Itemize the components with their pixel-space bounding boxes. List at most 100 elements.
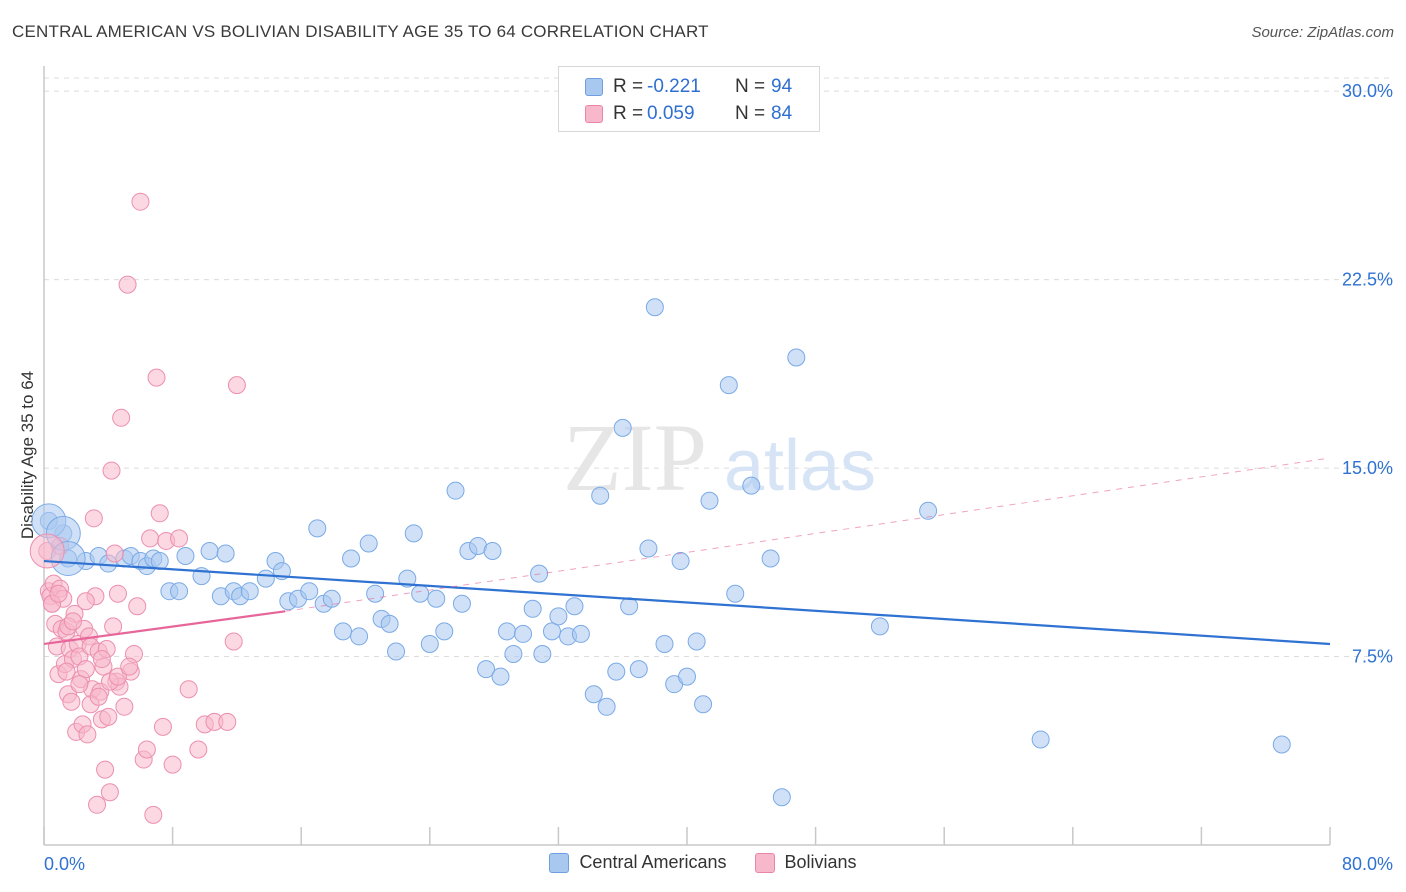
point-bolivians xyxy=(105,544,124,563)
point-bolivians xyxy=(99,707,118,726)
point-bolivians xyxy=(84,509,103,528)
series-legend-central-americans[interactable]: Central Americans xyxy=(549,852,727,873)
legend-n-value: 84 xyxy=(771,103,793,124)
y-tick-label: 7.5% xyxy=(1352,647,1393,667)
legend-n-value: 94 xyxy=(771,76,793,97)
point-central-americans xyxy=(308,519,327,538)
point-bolivians xyxy=(63,612,82,631)
legend-r-label: R = xyxy=(613,103,644,124)
point-central-americans xyxy=(240,582,259,601)
y-tick-label: 22.5% xyxy=(1342,270,1393,290)
point-bolivians xyxy=(78,725,97,744)
point-bolivians xyxy=(76,592,95,611)
point-central-americans xyxy=(420,634,439,653)
point-central-americans xyxy=(591,486,610,505)
point-bolivians xyxy=(224,632,243,651)
series-label-bolivians: Bolivians xyxy=(784,852,857,872)
legend-row-central-americans: R = -0.221 N = 94 xyxy=(585,75,792,99)
point-central-americans xyxy=(300,582,319,601)
point-bolivians xyxy=(218,712,237,731)
point-central-americans xyxy=(761,549,780,568)
point-central-americans xyxy=(150,552,169,571)
point-central-americans xyxy=(919,501,938,520)
point-central-americans xyxy=(671,552,690,571)
point-bolivians xyxy=(147,368,166,387)
point-central-americans xyxy=(687,632,706,651)
point-bolivians xyxy=(189,740,208,759)
legend-swatch-bolivians xyxy=(585,105,603,123)
point-bolivians xyxy=(179,680,198,699)
point-central-americans xyxy=(772,788,791,807)
point-bolivians xyxy=(102,461,121,480)
point-bolivians xyxy=(49,584,68,603)
point-bolivians xyxy=(120,657,139,676)
point-bolivians xyxy=(70,675,89,694)
source-label: Source: ZipAtlas.com xyxy=(1251,24,1394,41)
point-central-americans xyxy=(645,298,664,317)
point-bolivians xyxy=(131,192,150,211)
point-bolivians xyxy=(141,529,160,548)
point-central-americans xyxy=(491,667,510,686)
legend-r-value: 0.059 xyxy=(647,103,695,124)
point-central-americans xyxy=(411,584,430,603)
series-label-central-americans: Central Americans xyxy=(579,852,727,872)
watermark-atlas: atlas xyxy=(724,426,876,506)
point-bolivians xyxy=(170,529,189,548)
point-central-americans xyxy=(607,662,626,681)
point-central-americans xyxy=(342,549,361,568)
point-central-americans xyxy=(542,622,561,641)
y-tick-label: 30.0% xyxy=(1342,81,1393,101)
point-bolivians xyxy=(108,584,127,603)
point-central-americans xyxy=(597,697,616,716)
y-tick-label: 15.0% xyxy=(1342,458,1393,478)
x-tick-label-min: 0.0% xyxy=(44,854,85,874)
point-bolivians xyxy=(118,275,137,294)
large-point-bolivians xyxy=(29,533,65,569)
point-central-americans xyxy=(533,645,552,664)
point-central-americans xyxy=(870,617,889,636)
point-bolivians xyxy=(100,783,119,802)
point-central-americans xyxy=(629,660,648,679)
legend-r-value: -0.221 xyxy=(647,76,701,97)
legend-row-bolivians: R = 0.059 N = 84 xyxy=(585,102,792,126)
point-central-americans xyxy=(446,481,465,500)
point-central-americans xyxy=(655,634,674,653)
point-central-americans xyxy=(322,589,341,608)
series-legend: Central Americans Bolivians xyxy=(0,852,1406,873)
point-central-americans xyxy=(719,376,738,395)
point-bolivians xyxy=(76,660,95,679)
point-central-americans xyxy=(387,642,406,661)
point-bolivians xyxy=(108,667,127,686)
trend-line-bolivians xyxy=(43,610,286,646)
legend-swatch-central-americans xyxy=(585,78,603,96)
y-axis-label: Disability Age 35 to 64 xyxy=(18,371,37,539)
trend-line-central-americans xyxy=(43,559,1331,646)
point-bolivians xyxy=(153,717,172,736)
point-central-americans xyxy=(565,597,584,616)
point-central-americans xyxy=(787,348,806,367)
point-central-americans xyxy=(452,594,471,613)
point-central-americans xyxy=(571,624,590,643)
point-central-americans xyxy=(504,645,523,664)
point-central-americans xyxy=(742,476,761,495)
series-swatch-bolivians xyxy=(754,852,775,873)
point-central-americans xyxy=(523,599,542,618)
x-tick-label-max: 80.0% xyxy=(1342,854,1393,874)
trend-extension-bolivians xyxy=(285,457,1331,612)
point-central-americans xyxy=(398,569,417,588)
point-central-americans xyxy=(620,597,639,616)
watermark-zip: ZIP xyxy=(563,404,707,511)
series-swatch-central-americans xyxy=(549,852,570,873)
point-bolivians xyxy=(88,795,107,814)
point-bolivians xyxy=(57,662,76,681)
point-central-americans xyxy=(170,582,189,601)
point-bolivians xyxy=(137,740,156,759)
point-central-americans xyxy=(613,418,632,437)
point-central-americans xyxy=(200,541,219,560)
point-central-americans xyxy=(435,622,454,641)
point-bolivians xyxy=(89,687,108,706)
series-legend-bolivians[interactable]: Bolivians xyxy=(754,852,857,873)
legend-n-label: N = xyxy=(735,76,766,97)
point-bolivians xyxy=(115,697,134,716)
